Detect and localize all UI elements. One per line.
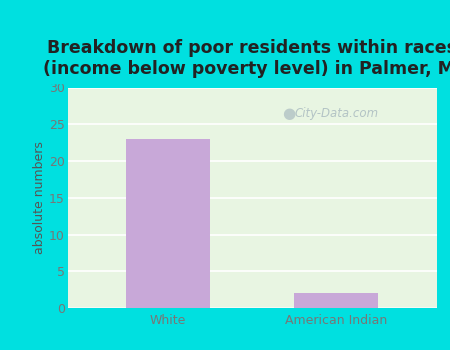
Text: City-Data.com: City-Data.com [295, 107, 379, 120]
Bar [294, 293, 378, 308]
Y-axis label: absolute numbers: absolute numbers [33, 141, 46, 254]
Text: ●: ● [282, 106, 296, 121]
Bar [126, 139, 210, 308]
Title: Breakdown of poor residents within races
(income below poverty level) in Palmer,: Breakdown of poor residents within races… [43, 39, 450, 78]
